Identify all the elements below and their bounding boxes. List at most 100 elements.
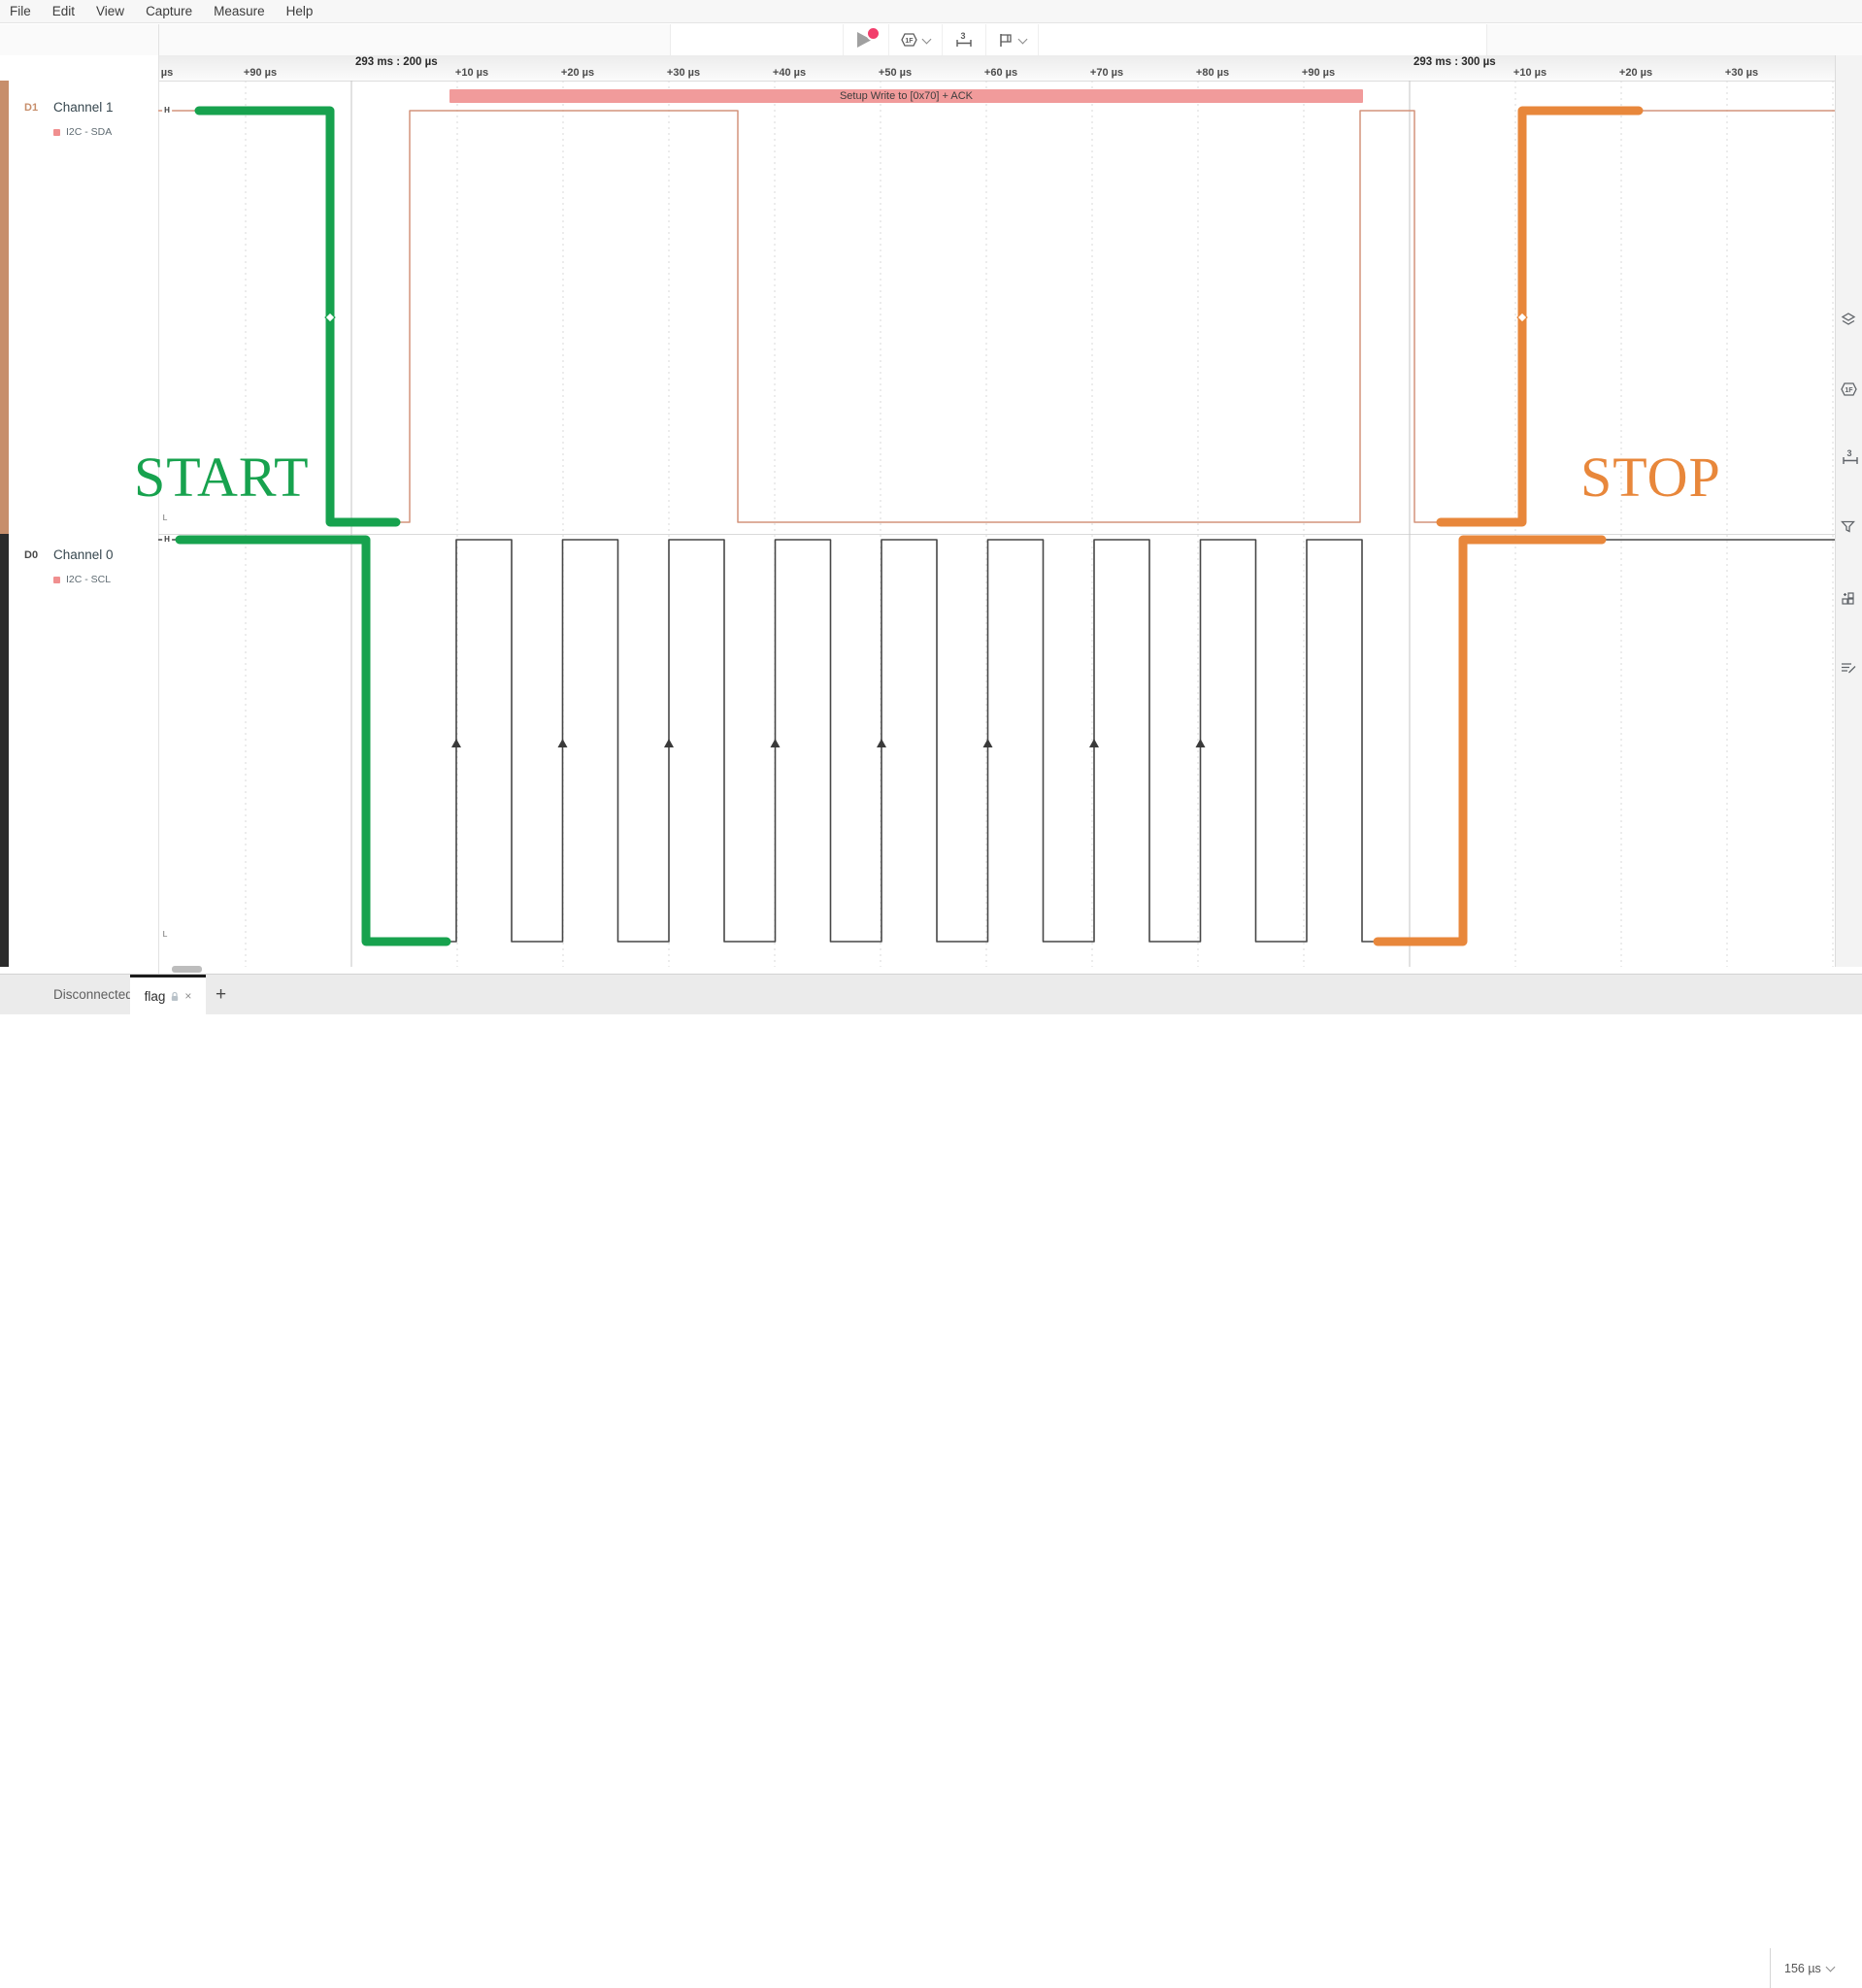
clock-rising-edge-arrow [1089,739,1099,747]
channel-separator [158,534,1835,535]
timeline-ruler-background [158,55,1862,82]
menu-bar: File Edit View Capture Measure Help [0,0,1862,23]
clock-rising-edge-arrow [1195,739,1206,747]
ruler-tick-label: µs [160,67,174,79]
channel-0-header[interactable]: D0 Channel 0 I2C - SCL [9,534,158,967]
edge-event-diamond [1516,312,1528,323]
ruler-tick-label: +20 µs [560,67,595,79]
panel-divider [158,24,159,974]
lock-icon [172,991,179,1001]
chevron-down-icon [1017,34,1028,44]
channel-1-header[interactable]: D1 Channel 1 I2C - SDA [9,81,158,534]
capture-settings-panel [670,24,1487,55]
trigger-hexagon-icon: 1F [901,33,917,47]
play-capture-button[interactable] [843,24,888,55]
clock-rising-edge-arrow [664,739,674,747]
ruler-tick-label: +30 µs [666,67,701,79]
menu-file[interactable]: File [10,4,31,18]
start-annotation: START [134,446,310,509]
ruler-tick-label: +80 µs [1195,67,1230,79]
ruler-tick-label: +90 µs [243,67,278,79]
annotations-funnel-icon[interactable] [1841,520,1855,538]
flag-button[interactable] [985,24,1039,55]
edge-event-diamond [324,312,336,323]
channel-1-id: D1 [24,102,39,114]
sda-low-marker: L [162,514,168,522]
timing-markers-icon[interactable]: 3 [1841,448,1860,470]
menu-capture[interactable]: Capture [146,4,193,18]
analyzer-color-square [53,128,60,136]
capture-notes-icon[interactable] [1841,661,1856,679]
ruler-tick-label: +30 µs [1724,67,1759,79]
channel-0-analyzer-chip[interactable]: I2C - SCL [53,574,111,585]
svg-text:1F: 1F [905,38,914,45]
zoom-scale-dropdown[interactable]: 156 µs [1784,1948,1836,1988]
ruler-tick-label: +50 µs [878,67,913,79]
channel-1-name: Channel 1 [53,100,114,115]
menu-measure[interactable]: Measure [214,4,265,18]
timeline-ruler[interactable]: µs +90 µs +10 µs +20 µs +30 µs +40 µs +50 µs +6… [0,55,1862,81]
horizontal-scrollbar-thumb[interactable] [172,966,202,973]
scl-low-marker: L [162,930,168,939]
clock-rising-edge-arrow [557,739,568,747]
trigger-button[interactable]: 1F [888,24,942,55]
timer-icon: 3 [956,32,972,47]
waveform-svg [158,81,1835,967]
statusbar-divider [1770,1948,1771,1988]
ruler-tick-label: +10 µs [454,67,489,79]
close-icon[interactable]: × [184,989,192,1003]
i2c-decode-annotation: Setup Write to [0x70] + ACK [449,89,1363,103]
ruler-major-label: 293 ms : 300 µs [1413,56,1496,68]
menu-help[interactable]: Help [285,4,314,18]
scl-high-marker: H [162,535,172,544]
ruler-tick-label: +90 µs [1301,67,1336,79]
analyzer-color-square [53,576,60,583]
connection-status: Disconnected [53,987,133,1002]
menu-view[interactable]: View [96,4,125,18]
zoom-scale-value: 156 µs [1784,1961,1821,1975]
extensions-grid-icon[interactable] [1841,591,1855,610]
ruler-tick-label: +70 µs [1089,67,1124,79]
toolbar-button-group: 1F 3 [843,24,1039,55]
trigger-hexagon-icon[interactable]: 1F [1841,382,1857,401]
ruler-tick-label: +20 µs [1618,67,1653,79]
svg-text:1F: 1F [1845,387,1853,394]
sda-high-marker: H [162,106,172,115]
channel-0-id: D0 [24,549,39,561]
analyzer-label: I2C - SDA [66,126,113,138]
clock-rising-edge-arrow [451,739,461,747]
analyzers-layers-icon[interactable] [1841,313,1856,331]
device-connection-dropdown[interactable]: Disconnected [53,975,148,1014]
clock-rising-edge-arrow [770,739,781,747]
chevron-down-icon [921,34,932,44]
channel-0-color-strip [0,534,9,967]
ruler-tick-label: +40 µs [772,67,807,79]
waveform-viewport[interactable] [158,81,1835,967]
scl-trace [158,539,1835,943]
timing-marker-button[interactable]: 3 [942,24,985,55]
stop-overlay-scl [1373,535,1607,946]
tab-title: flag [144,988,166,1004]
right-sidebar [1835,55,1862,967]
record-dot [866,26,881,41]
ruler-tick-label: +10 µs [1513,67,1547,79]
status-bar: Disconnected flag × + 156 µs [0,974,1862,1988]
channel-1-color-strip [0,81,9,534]
new-tab-button[interactable]: + [216,983,227,1005]
clock-rising-edge-arrow [877,739,886,747]
menu-edit[interactable]: Edit [51,4,76,18]
chevron-down-icon [1825,1962,1836,1972]
capture-tab-flag[interactable]: flag × [130,975,206,1014]
toolbar-row: 1F 3 [0,24,1862,55]
channel-1-analyzer-chip[interactable]: I2C - SDA [53,126,112,138]
analyzer-label: I2C - SCL [66,574,112,585]
flag-icon [1000,33,1012,47]
ruler-major-label: 293 ms : 200 µs [355,56,438,68]
stop-annotation: STOP [1580,446,1721,509]
ruler-tick-label: +60 µs [983,67,1018,79]
start-overlay-scl [175,535,451,946]
channel-0-name: Channel 0 [53,547,114,562]
svg-text:3: 3 [1846,449,1851,458]
svg-text:3: 3 [960,32,965,41]
clock-rising-edge-arrow [982,739,993,747]
